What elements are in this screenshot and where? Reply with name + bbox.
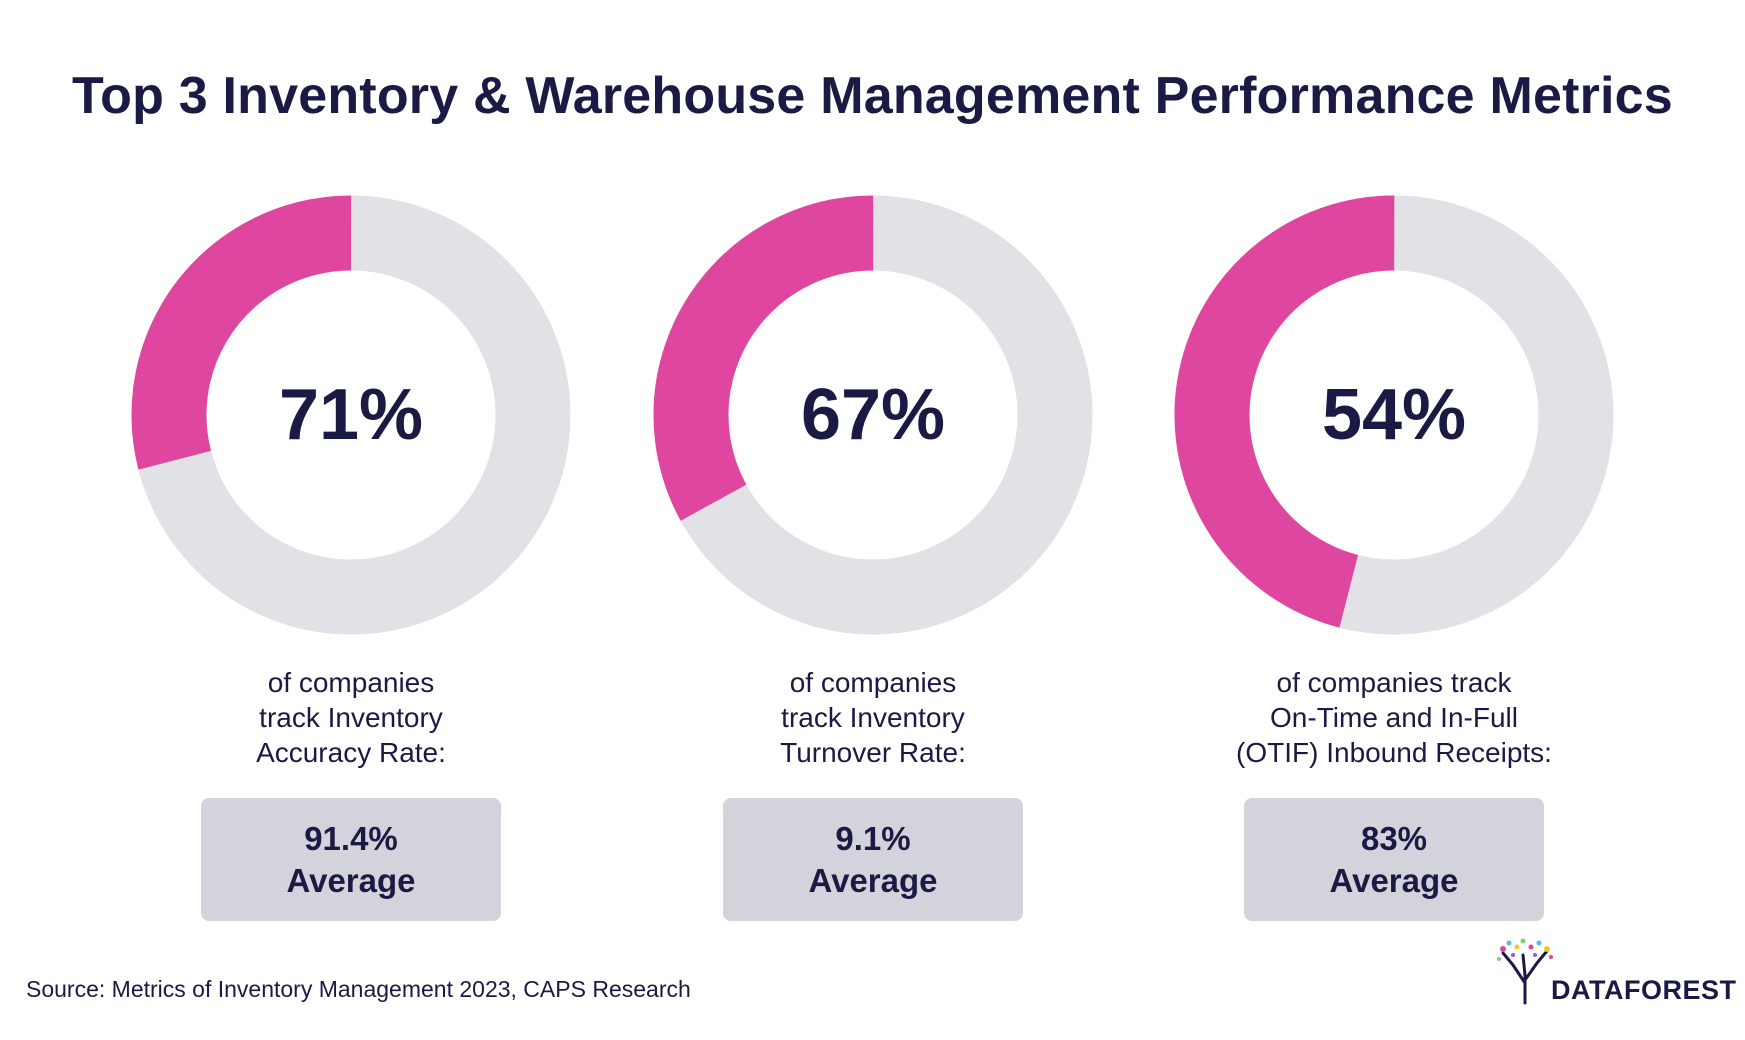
description-line: Turnover Rate: (780, 737, 966, 768)
description-line: (OTIF) Inbound Receipts: (1236, 737, 1552, 768)
metric-description: of companies track Inventory Turnover Ra… (643, 665, 1103, 770)
source-note: Source: Metrics of Inventory Management … (26, 976, 691, 1002)
description-line: of companies track (1276, 667, 1512, 698)
donut-segment (1174, 195, 1614, 635)
description-line: of companies (267, 667, 435, 698)
average-value: 91.4% (304, 819, 398, 857)
tree-logo-icon (1497, 938, 1553, 1005)
description-line: track Inventory (259, 702, 443, 733)
donut-svg (653, 195, 1093, 635)
page-title: Top 3 Inventory & Warehouse Management P… (72, 67, 1673, 125)
donut-segment (131, 195, 571, 635)
description-line: of companies (789, 667, 957, 698)
metric-description: of companies track Inventory Accuracy Ra… (121, 665, 581, 770)
average-label: Average (1329, 861, 1459, 899)
description-line: Accuracy Rate: (256, 737, 446, 768)
dataforest-logo: DATAFOREST (1495, 935, 1736, 1005)
donut-chart (121, 185, 581, 645)
donut-svg (1174, 195, 1614, 635)
donut-svg (131, 195, 571, 635)
average-value: 9.1% (835, 819, 911, 857)
logo-text: DATAFOREST (1551, 975, 1737, 1005)
percent-label: 67% (800, 375, 946, 455)
average-value: 83% (1360, 819, 1428, 857)
average-badge: 9.1% Average (723, 798, 1023, 921)
average-label: Average (286, 861, 416, 899)
description-line: On-Time and In-Full (1270, 702, 1518, 733)
donut-chart (1164, 185, 1624, 645)
metric-description: of companies track On-Time and In-Full (… (1164, 665, 1624, 770)
percent-label: 54% (1321, 375, 1467, 455)
percent-label: 71% (278, 375, 424, 455)
average-badge: 91.4% Average (201, 798, 501, 921)
average-badge: 83% Average (1244, 798, 1544, 921)
donut-segment (653, 195, 1093, 635)
average-label: Average (808, 861, 938, 899)
donut-chart (643, 185, 1103, 645)
description-line: track Inventory (781, 702, 965, 733)
